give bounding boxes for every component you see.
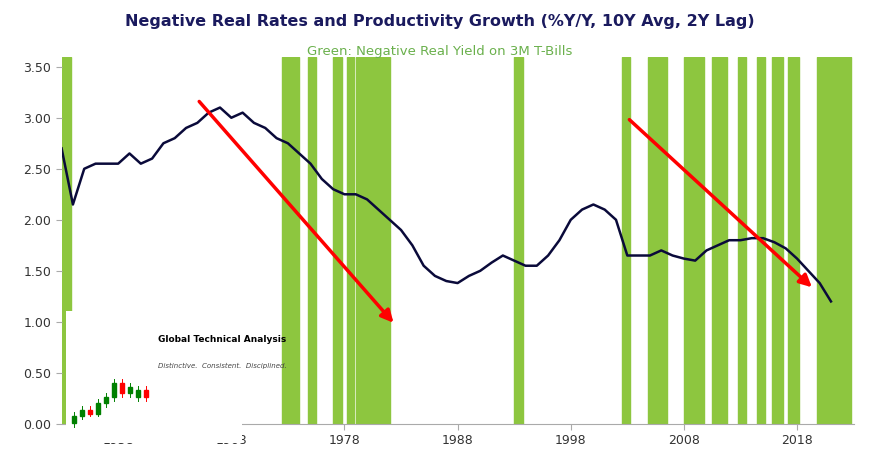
Bar (712, 57, 727, 424)
Bar (684, 57, 704, 424)
Bar (96, 403, 100, 414)
Text: Global Technical Analysis: Global Technical Analysis (158, 335, 286, 344)
Bar (128, 387, 132, 393)
Bar (621, 57, 629, 424)
Bar (356, 57, 390, 424)
Bar (514, 57, 524, 424)
Bar (72, 416, 77, 423)
Bar (112, 383, 116, 397)
FancyBboxPatch shape (66, 311, 242, 443)
Bar (347, 57, 354, 424)
Bar (136, 390, 140, 397)
Text: Negative Real Rates and Productivity Growth (%Y/Y, 10Y Avg, 2Y Lag): Negative Real Rates and Productivity Gro… (125, 14, 755, 29)
Bar (788, 57, 799, 424)
Bar (62, 57, 70, 424)
Bar (818, 57, 851, 424)
Bar (308, 57, 316, 424)
Bar (120, 383, 124, 393)
Bar (104, 397, 108, 403)
Bar (80, 410, 84, 416)
Bar (648, 57, 667, 424)
Bar (88, 410, 92, 414)
Text: Distinctive.  Consistent.  Disciplined.: Distinctive. Consistent. Disciplined. (158, 363, 287, 369)
Text: Green: Negative Real Yield on 3M T-Bills: Green: Negative Real Yield on 3M T-Bills (307, 45, 573, 58)
Bar (282, 57, 299, 424)
Bar (334, 57, 342, 424)
Bar (143, 390, 148, 397)
Bar (772, 57, 783, 424)
Bar (758, 57, 766, 424)
Bar (738, 57, 746, 424)
